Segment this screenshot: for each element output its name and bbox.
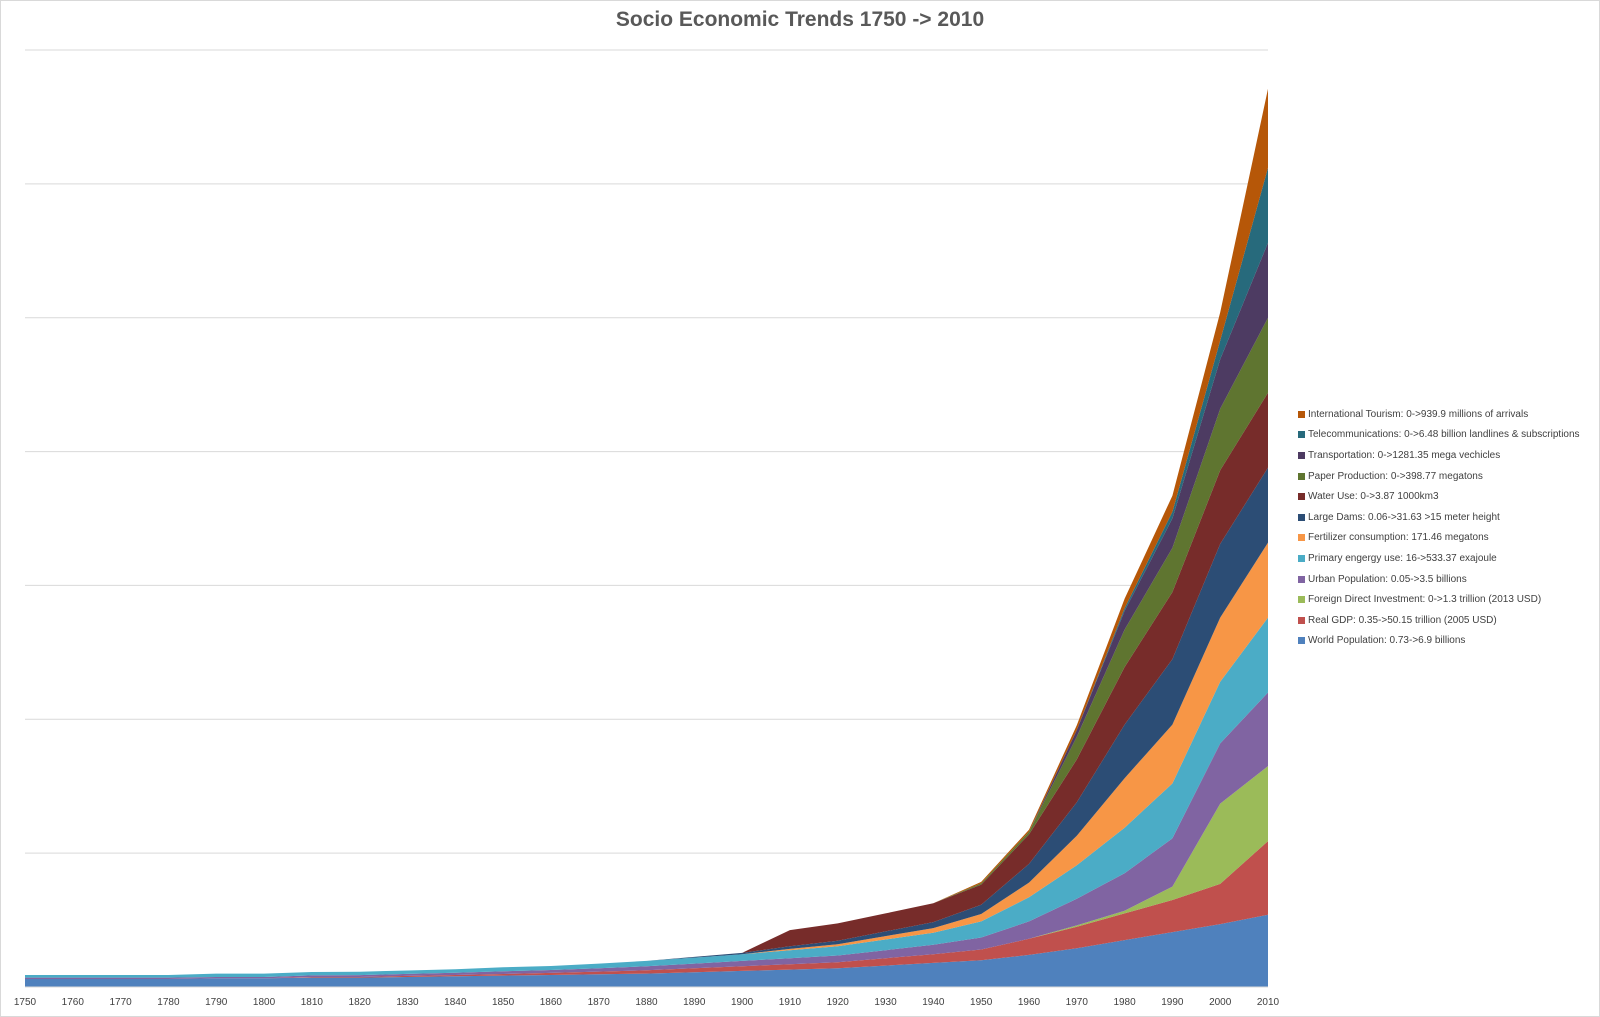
legend-label: Telecommunications: 0->6.48 billion land… <box>1308 429 1580 441</box>
x-tick-label: 2010 <box>1257 997 1280 1008</box>
x-tick-label: 1920 <box>827 997 850 1008</box>
legend: International Tourism: 0->939.9 millions… <box>1298 404 1580 651</box>
legend-item: Primary engergy use: 16->533.37 exajoule <box>1298 548 1580 569</box>
x-tick-label: 1880 <box>635 997 658 1008</box>
x-tick-label: 1930 <box>874 997 897 1008</box>
x-tick-label: 1830 <box>396 997 419 1008</box>
legend-label: Transportation: 0->1281.35 mega vechicle… <box>1308 449 1501 461</box>
legend-swatch <box>1298 575 1305 583</box>
legend-item: International Tourism: 0->939.9 millions… <box>1298 404 1580 425</box>
legend-swatch <box>1298 431 1305 439</box>
legend-swatch <box>1298 596 1305 604</box>
x-tick-label: 1990 <box>1161 997 1184 1008</box>
legend-label: Real GDP: 0.35->50.15 trillion (2005 USD… <box>1308 614 1497 626</box>
x-tick-label: 1890 <box>683 997 706 1008</box>
legend-label: Water Use: 0->3.87 1000km3 <box>1308 491 1439 503</box>
legend-swatch <box>1298 410 1305 418</box>
legend-label: World Population: 0.73->6.9 billions <box>1308 635 1466 647</box>
x-tick-label: 1970 <box>1066 997 1089 1008</box>
x-axis: 1750 1760 1770 1780 1790 1800 1810 1820 1830 1840… <box>14 986 1280 1008</box>
legend-label: Fertilizer consumption: 171.46 megatons <box>1308 532 1489 544</box>
legend-item: Large Dams: 0.06->31.63 >15 meter height <box>1298 507 1580 528</box>
x-tick-label: 1960 <box>1018 997 1041 1008</box>
legend-item: Real GDP: 0.35->50.15 trillion (2005 USD… <box>1298 610 1580 631</box>
legend-swatch <box>1298 472 1305 480</box>
legend-item: Telecommunications: 0->6.48 billion land… <box>1298 425 1580 446</box>
x-tick-label: 1980 <box>1113 997 1136 1008</box>
x-tick-label: 1780 <box>157 997 180 1008</box>
legend-label: Primary engergy use: 16->533.37 exajoule <box>1308 552 1497 564</box>
x-tick-label: 1870 <box>588 997 611 1008</box>
x-tick-label: 1950 <box>970 997 993 1008</box>
x-tick-label: 1790 <box>205 997 228 1008</box>
legend-label: Foreign Direct Investment: 0->1.3 trilli… <box>1308 594 1542 606</box>
legend-swatch <box>1298 451 1305 459</box>
legend-swatch <box>1298 493 1305 501</box>
legend-item: Foreign Direct Investment: 0->1.3 trilli… <box>1298 589 1580 610</box>
legend-item: Paper Production: 0->398.77 megatons <box>1298 466 1580 487</box>
area-series-0 <box>25 914 1268 987</box>
legend-swatch <box>1298 554 1305 562</box>
x-tick-label: 1750 <box>14 997 37 1008</box>
legend-item: World Population: 0.73->6.9 billions <box>1298 631 1580 652</box>
legend-item: Water Use: 0->3.87 1000km3 <box>1298 486 1580 507</box>
legend-label: Large Dams: 0.06->31.63 >15 meter height <box>1308 511 1500 523</box>
legend-swatch <box>1298 616 1305 624</box>
stacked-areas <box>25 88 1268 987</box>
x-tick-label: 1900 <box>731 997 754 1008</box>
x-tick-label: 1940 <box>922 997 945 1008</box>
x-tick-label: 1810 <box>301 997 324 1008</box>
x-tick-label: 1770 <box>109 997 132 1008</box>
chart-title: Socio Economic Trends 1750 -> 2010 <box>615 8 985 31</box>
legend-item: Transportation: 0->1281.35 mega vechicle… <box>1298 445 1580 466</box>
legend-item: Fertilizer consumption: 171.46 megatons <box>1298 528 1580 549</box>
x-tick-label: 1850 <box>492 997 515 1008</box>
legend-swatch <box>1298 637 1305 645</box>
x-tick-label: 1760 <box>62 997 85 1008</box>
x-tick-label: 1860 <box>540 997 563 1008</box>
x-tick-label: 1820 <box>349 997 372 1008</box>
x-tick-label: 1840 <box>444 997 467 1008</box>
x-tick-label: 1910 <box>779 997 802 1008</box>
legend-label: Urban Population: 0.05->3.5 billions <box>1308 573 1467 585</box>
legend-swatch <box>1298 513 1305 521</box>
x-tick-label: 1800 <box>253 997 276 1008</box>
legend-swatch <box>1298 534 1305 542</box>
legend-label: International Tourism: 0->939.9 millions… <box>1308 408 1529 420</box>
legend-label: Paper Production: 0->398.77 megatons <box>1308 470 1483 482</box>
x-tick-label: 2000 <box>1209 997 1232 1008</box>
legend-item: Urban Population: 0.05->3.5 billions <box>1298 569 1580 590</box>
